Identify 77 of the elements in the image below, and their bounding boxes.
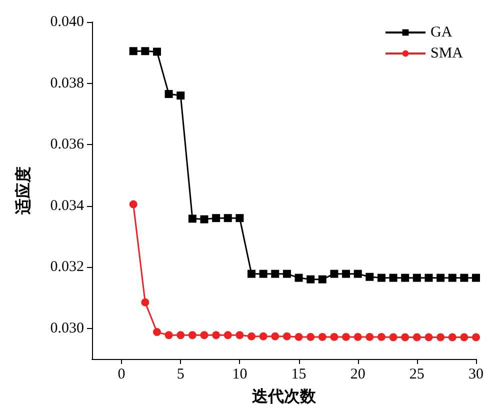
x-tick-label: 0	[118, 366, 126, 382]
point	[424, 333, 433, 342]
legend-label: GA	[430, 24, 452, 40]
point	[318, 275, 326, 284]
point	[152, 328, 161, 336]
point	[354, 270, 362, 278]
point	[248, 332, 256, 340]
y-tick-label: 0.038	[50, 75, 84, 92]
point	[200, 331, 208, 340]
point	[271, 332, 280, 340]
point	[412, 333, 421, 342]
point	[448, 274, 456, 282]
point	[377, 332, 386, 341]
x-tick-label: 5	[176, 366, 184, 382]
point	[129, 200, 138, 208]
point	[152, 48, 161, 56]
y-axis-title: 适应度	[14, 166, 32, 216]
point	[412, 274, 421, 282]
point	[306, 275, 315, 284]
x-tick-label: 25	[409, 366, 424, 382]
point	[401, 333, 410, 342]
x-tick-label: 10	[232, 366, 248, 382]
point	[389, 333, 398, 342]
point	[188, 331, 196, 340]
point	[164, 331, 173, 340]
point	[436, 333, 445, 342]
point	[472, 274, 480, 282]
point	[366, 272, 374, 281]
point	[342, 332, 350, 341]
point	[259, 332, 268, 340]
x-tick-label: 15	[291, 366, 306, 382]
y-tick-label: 0.034	[50, 198, 84, 214]
point	[330, 270, 338, 278]
y-tick-label: 0.032	[50, 259, 84, 276]
point	[330, 332, 338, 341]
point	[141, 298, 150, 306]
x-tick-label: 20	[350, 366, 366, 382]
x-tick-label: 30	[468, 366, 484, 382]
point	[366, 332, 374, 341]
point	[212, 331, 220, 340]
point	[401, 274, 410, 282]
point	[282, 332, 291, 340]
point	[294, 274, 303, 282]
point	[248, 270, 256, 278]
point	[236, 214, 244, 222]
point	[141, 47, 150, 56]
point	[436, 274, 445, 282]
point	[448, 333, 456, 342]
point	[306, 332, 315, 341]
point	[259, 270, 268, 278]
point	[460, 274, 468, 282]
point	[224, 331, 232, 340]
y-tick-label: 0.030	[50, 320, 84, 336]
y-tick-label: 0.036	[50, 136, 84, 153]
point	[200, 215, 208, 224]
point	[212, 214, 220, 222]
point	[318, 332, 326, 341]
point	[129, 47, 138, 56]
point	[354, 332, 362, 341]
point	[188, 214, 196, 223]
legend-label: SMA	[430, 46, 464, 62]
point	[342, 270, 350, 278]
point	[164, 90, 173, 98]
point	[294, 332, 303, 341]
point	[460, 333, 468, 342]
point	[176, 331, 185, 340]
point	[176, 92, 185, 100]
point	[377, 274, 386, 282]
point	[224, 214, 232, 222]
y-tick-label: 0.040	[50, 14, 84, 30]
point	[389, 274, 398, 282]
point	[271, 270, 280, 278]
point	[424, 274, 433, 282]
x-axis-title: 迭代次数	[251, 388, 317, 406]
point	[472, 333, 480, 342]
point	[236, 331, 244, 340]
point	[282, 270, 291, 278]
